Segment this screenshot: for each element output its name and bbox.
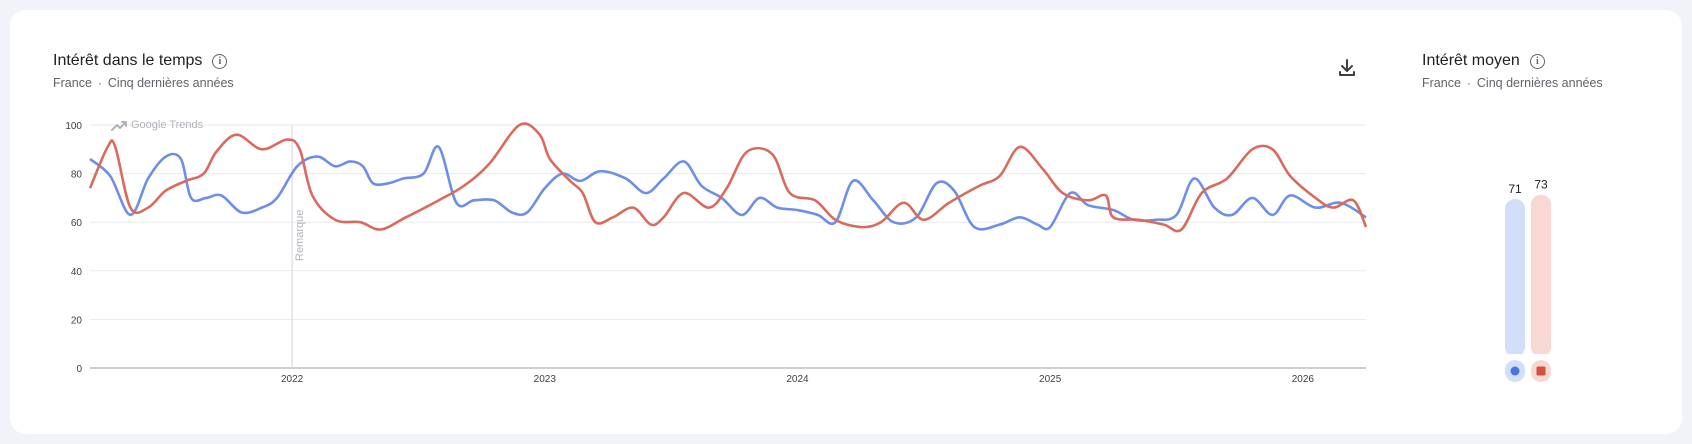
average-value-2: 73 (1534, 178, 1548, 192)
x-tick-label: 2022 (281, 374, 304, 385)
interest-over-time-subtitle: France · Cinq dernières années (53, 76, 234, 90)
region-label: France (53, 76, 92, 90)
series-line-2 (88, 122, 1368, 233)
x-tick-label: 2023 (534, 374, 557, 385)
interest-over-time-title: Intérêt dans le temps (53, 52, 203, 69)
interest-over-time-header: Intérêt dans le temps i (53, 52, 228, 70)
trending-up-icon (111, 121, 127, 131)
y-tick-label: 80 (71, 170, 83, 181)
series-line-1 (89, 145, 1367, 231)
period-label: Cinq dernières années (107, 76, 234, 90)
average-bar-2 (1531, 194, 1551, 357)
average-value-1: 71 (1508, 182, 1522, 196)
average-interest-header: Intérêt moyen i (1422, 52, 1545, 70)
watermark-text: Google Trends (131, 119, 204, 131)
y-tick-label: 0 (76, 364, 82, 375)
info-icon[interactable]: i (212, 53, 228, 69)
google-trends-watermark: Google Trends (111, 119, 204, 131)
average-bar-1 (1505, 198, 1525, 357)
x-tick-label: 2024 (786, 374, 809, 385)
chart-grid (90, 124, 1366, 369)
note-marker: Remarque (291, 125, 306, 368)
y-tick-label: 40 (71, 267, 83, 278)
bar-separator (1531, 354, 1551, 359)
bar-separator (1505, 354, 1525, 359)
info-icon[interactable]: i (1529, 53, 1545, 69)
x-tick-label: 2025 (1039, 374, 1062, 385)
separator-dot: · (1466, 76, 1471, 90)
average-interest-subtitle: France · Cinq dernières années (1422, 76, 1603, 90)
region-label: France (1422, 76, 1461, 90)
period-label: Cinq dernières années (1476, 76, 1603, 90)
download-icon (1339, 59, 1355, 76)
legend-square-icon (1536, 366, 1546, 376)
x-tick-label: 2026 (1292, 374, 1315, 385)
download-button[interactable] (1335, 56, 1359, 80)
separator-dot: · (97, 76, 102, 90)
y-tick-label: 100 (65, 121, 82, 132)
y-tick-label: 20 (71, 315, 83, 326)
legend-circle-icon (1510, 366, 1520, 376)
x-axis: 2022 2023 2024 2025 2026 (281, 374, 1314, 385)
average-interest-title: Intérêt moyen (1422, 52, 1520, 69)
y-axis: 0 20 40 60 80 100 (65, 121, 82, 375)
average-bars: 71 73 (1505, 178, 1551, 382)
chart-series (88, 122, 1368, 233)
note-label[interactable]: Remarque (294, 210, 306, 261)
y-tick-label: 60 (71, 218, 83, 229)
